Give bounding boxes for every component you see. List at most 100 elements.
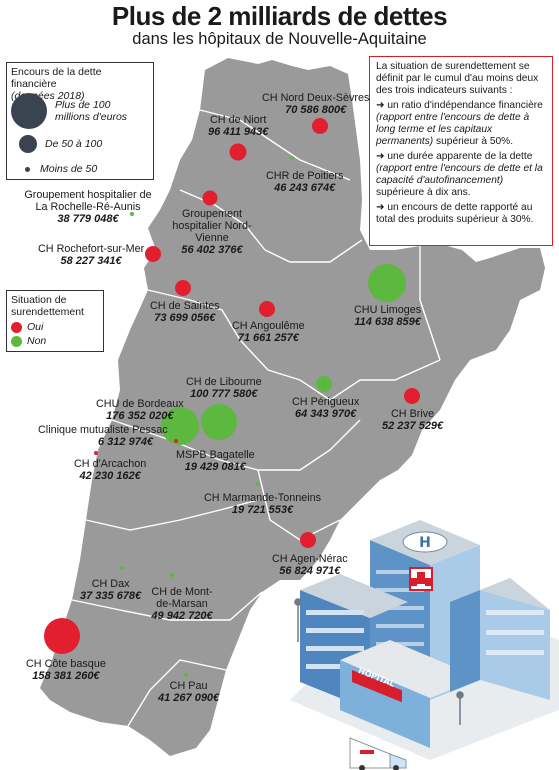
label-ch-arcachon: CH d'Arcachon 42 230 162€: [74, 458, 146, 483]
hospital-debt: 6 312 974€: [98, 436, 154, 448]
hospital-debt: 19 721 553€: [231, 504, 294, 516]
hospital-debt: 56 824 971€: [279, 565, 341, 577]
criterion-1-detail: (rapport entre l'encours de dette à long…: [376, 112, 530, 147]
marker-ch-perigueux: [316, 376, 332, 392]
label-ch-pau: CH Pau 41 267 090€: [158, 680, 219, 705]
marker-ch-arcachon: [94, 451, 98, 455]
marker-gh-nord-vienne: [202, 190, 218, 206]
criterion-2-tail: supérieure à dix ans.: [376, 187, 471, 198]
status-legend-title: Situation de surendettement: [11, 294, 84, 318]
label-ch-mont-de-marsan: CH de Mont-de-Marsan 49 942 720€: [144, 586, 220, 623]
label-chu-limoges: CHU Limoges 114 638 859€: [354, 304, 421, 329]
hospital-debt: 19 429 081€: [184, 461, 246, 473]
hospital-name: Groupement hospitalier Nord-Vienne: [172, 208, 252, 244]
criterion-2-lead: une durée apparente de la dette: [387, 151, 533, 162]
wing-right-windows: [486, 610, 544, 655]
marker-ch-saintes: [175, 280, 191, 296]
hospital-name: CHU de Bordeaux: [96, 398, 184, 410]
hospital-debt: 96 411 943€: [208, 126, 269, 138]
hospital-name: CH Brive: [390, 408, 435, 420]
hospital-debt: 114 638 859€: [354, 316, 421, 328]
hospital-debt: 176 352 020€: [106, 410, 174, 422]
label-ch-cote-basque: CH Côte basque 158 381 260€: [26, 658, 106, 683]
hospital-name: CH Marmande-Tonneins: [204, 492, 322, 504]
marker-ch-niort: [229, 143, 247, 161]
label-ch-agen: CH Agen-Nérac 56 824 971€: [272, 553, 348, 578]
hospital-name: Clinique mutualiste Pessac: [38, 424, 168, 436]
hospital-name: CH Périgueux: [292, 396, 360, 408]
marker-chu-limoges: [368, 264, 406, 302]
hospital-debt: 158 381 260€: [32, 670, 100, 682]
hospital-name: Groupement hospitalier de La Rochelle-Ré…: [24, 189, 152, 213]
hospital-debt: 58 227 341€: [60, 255, 122, 267]
marker-chu-bordeaux: [161, 407, 199, 445]
hospital-illustration: H HÔPITAL: [290, 520, 559, 770]
criterion-2: ➜ une durée apparente de la dette (rappo…: [376, 151, 543, 198]
red-cross-icon: [411, 572, 431, 586]
wing-right-roof: [450, 578, 550, 610]
hospital-name: CHU Limoges: [354, 304, 422, 316]
helipad-letter: H: [419, 535, 431, 551]
hospital-debt: 52 237 529€: [382, 420, 444, 432]
helipad: [402, 531, 448, 553]
label-ch-libourne: CH de Libourne 100 777 580€: [186, 376, 262, 401]
hospital-debt: 37 335 678€: [80, 590, 142, 602]
criterion-1-lead: un ratio d'indépendance financière: [387, 100, 543, 111]
status-dot-no: [11, 335, 22, 347]
marker-chr-poitiers: [290, 156, 294, 160]
label-chr-poitiers: CHR de Poitiers 46 243 674€: [266, 170, 343, 195]
size-legend-small: Moins de 50: [25, 163, 97, 175]
status-legend-yes: Oui: [11, 321, 99, 333]
label-ch-rochefort: CH Rochefort-sur-Mer 58 227 341€: [38, 243, 144, 268]
criterion-1: ➜ un ratio d'indépendance financière (ra…: [376, 100, 543, 147]
marker-gh-la-rochelle: [130, 212, 134, 216]
entrance-canopy: [340, 640, 480, 698]
page-title: Plus de 2 milliards de dettes: [111, 1, 448, 31]
hospital-name: CH Côte basque: [26, 658, 106, 670]
status-legend-no: Non: [11, 335, 99, 347]
hospital-name: CH de Libourne: [186, 376, 262, 388]
title-block: Plus de 2 milliards de dettes dans les h…: [0, 0, 559, 48]
hospital-name: CH Pau: [169, 680, 208, 692]
hospital-name: CH de Saintes: [150, 300, 220, 312]
label-ch-niort: CH de Niort 96 411 943€: [208, 114, 268, 139]
criterion-3-lead: un encours de dette rapporté au total de…: [376, 202, 534, 225]
hospital-name: CH Dax: [91, 578, 130, 590]
wing-right-front: [450, 590, 480, 692]
marker-mspb-bagatelle: [164, 430, 168, 434]
region-shape: [40, 58, 545, 756]
hospital-name: MSPB Bagatelle: [176, 449, 255, 461]
size-dot-small: [25, 166, 30, 172]
criterion-3: ➜ un encours de dette rapporté au total …: [376, 202, 534, 225]
hospital-debt: 49 942 720€: [151, 610, 213, 622]
marker-clinique-pessac: [174, 439, 178, 443]
label-ch-perigueux: CH Périgueux 64 343 970€: [292, 396, 359, 421]
marker-ch-cote-basque: [44, 618, 80, 654]
hospital-debt: 46 243 674€: [274, 182, 336, 194]
label-chu-bordeaux: CHU de Bordeaux 176 352 020€: [96, 398, 184, 423]
page-subtitle: dans les hôpitaux de Nouvelle-Aquitaine: [132, 30, 427, 48]
hospital-name: CH Angoulême: [232, 320, 305, 332]
status-no-label: Non: [27, 335, 47, 347]
label-ch-brive: CH Brive 52 237 529€: [382, 408, 443, 433]
wing-left-windows: [306, 610, 364, 669]
marker-ch-dax: [120, 566, 124, 570]
hospital-debt: 71 661 257€: [237, 332, 299, 344]
wing-left-roof: [300, 574, 408, 618]
criterion-1-tail: supérieur à 50%.: [436, 136, 514, 147]
marker-ch-nord-deux-sevres: [312, 118, 328, 134]
dept-borders: [71, 109, 441, 727]
size-dot-medium: [19, 135, 37, 153]
definition-box: La situation de surendettement se défini…: [369, 56, 553, 246]
size-dot-large: [11, 93, 47, 129]
size-legend-large-label: Plus de 100 millions d'euros: [55, 99, 128, 123]
status-yes-label: Oui: [27, 321, 44, 333]
criterion-2-detail: (rapport entre l'encours de dette et la …: [376, 163, 543, 186]
hospital-debt: 70 586 800€: [285, 104, 347, 116]
marker-ch-marmande: [256, 482, 260, 486]
marker-ch-brive: [404, 388, 420, 404]
hospital-debt: 42 230 162€: [79, 470, 141, 482]
hospital-name: CH d'Arcachon: [74, 458, 147, 470]
